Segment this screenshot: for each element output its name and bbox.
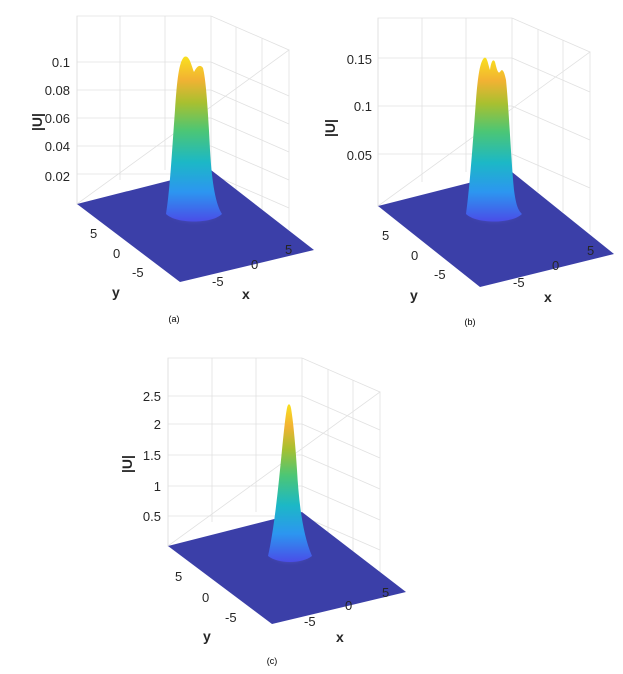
- panel-c-x-tick-1: 0: [345, 598, 352, 613]
- panel-a-y-tick-2: -5: [132, 265, 144, 280]
- panel-b-x-label: x: [544, 289, 552, 305]
- panel-c-floor: [168, 512, 406, 624]
- panel-c-y-tick-0: 5: [175, 569, 182, 584]
- panel-a-x-tick-2: 5: [285, 242, 292, 257]
- panel-b-peak: [466, 57, 522, 222]
- panel-b-y-label: y: [410, 287, 418, 303]
- panel-c-z-tick-2: 1.5: [143, 448, 161, 463]
- panel-a: 0.02 0.04 0.06 0.08 0.1 |U| 5 0 -5 y -5 …: [29, 15, 314, 324]
- panel-b-y-tick-0: 5: [382, 228, 389, 243]
- panel-b-caption: (b): [465, 317, 476, 327]
- panel-a-x-label: x: [242, 286, 250, 302]
- panel-c-z-label: |U|: [119, 455, 135, 473]
- panel-b-z-ticks: 0.05 0.1 0.15: [347, 52, 372, 163]
- panel-b-y-tick-2: -5: [434, 267, 446, 282]
- panel-a-z-tick-2: 0.06: [45, 111, 70, 126]
- panel-b-y-ticks: 5 0 -5: [382, 228, 446, 282]
- panel-a-x-tick-1: 0: [251, 257, 258, 272]
- panel-a-peak: [166, 56, 222, 222]
- panel-b-x-tick-1: 0: [552, 258, 559, 273]
- panel-c-z-tick-3: 2: [154, 417, 161, 432]
- panel-b-z-tick-1: 0.1: [354, 99, 372, 114]
- panel-c-z-tick-0: 0.5: [143, 509, 161, 524]
- panel-b-x-tick-0: -5: [513, 275, 525, 290]
- panel-a-floor: [77, 170, 314, 282]
- panel-c-y-tick-1: 0: [202, 590, 209, 605]
- panel-c-z-tick-1: 1: [154, 479, 161, 494]
- panel-c-z-tick-4: 2.5: [143, 389, 161, 404]
- panel-b-z-tick-2: 0.15: [347, 52, 372, 67]
- panel-a-caption: (a): [169, 314, 180, 324]
- panel-c-caption: (c): [267, 656, 278, 666]
- panel-a-z-tick-0: 0.02: [45, 169, 70, 184]
- panel-c-peak: [268, 404, 312, 562]
- panel-a-grid: [76, 15, 290, 230]
- panel-a-y-tick-0: 5: [90, 226, 97, 241]
- panel-a-y-ticks: 5 0 -5: [90, 226, 144, 280]
- panel-a-z-ticks: 0.02 0.04 0.06 0.08 0.1: [45, 55, 70, 184]
- panel-a-z-tick-3: 0.08: [45, 83, 70, 98]
- panel-a-x-tick-0: -5: [212, 274, 224, 289]
- panel-b-x-ticks: -5 0 5: [513, 243, 594, 290]
- panel-b-z-tick-0: 0.05: [347, 148, 372, 163]
- panel-c-y-ticks: 5 0 -5: [175, 569, 237, 625]
- panel-c-y-label: y: [203, 628, 211, 644]
- panel-b-grid: [377, 17, 591, 232]
- panel-a-z-tick-1: 0.04: [45, 139, 70, 154]
- panel-c-grid: [167, 357, 381, 572]
- panel-c-x-tick-2: 5: [382, 585, 389, 600]
- panel-c-x-ticks: -5 0 5: [304, 585, 389, 629]
- panel-b-y-tick-1: 0: [411, 248, 418, 263]
- panel-a-z-tick-4: 0.1: [52, 55, 70, 70]
- panel-a-y-tick-1: 0: [113, 246, 120, 261]
- panel-c-x-tick-0: -5: [304, 614, 316, 629]
- panel-b-z-label: |U|: [322, 119, 338, 137]
- panel-c-z-ticks: 0.5 1 1.5 2 2.5: [143, 389, 161, 524]
- panel-c: 0.5 1 1.5 2 2.5 |U| 5 0 -5 y -5 0 5 x (c…: [119, 357, 406, 666]
- panel-b: 0.05 0.1 0.15 |U| 5 0 -5 y -5 0 5 x (b): [322, 17, 614, 327]
- panel-a-x-ticks: -5 0 5: [212, 242, 292, 289]
- panel-a-z-label: |U|: [29, 113, 45, 131]
- panel-b-floor: [378, 172, 614, 287]
- panel-c-x-label: x: [336, 629, 344, 645]
- panel-b-x-tick-2: 5: [587, 243, 594, 258]
- panel-a-y-label: y: [112, 284, 120, 300]
- panel-c-y-tick-2: -5: [225, 610, 237, 625]
